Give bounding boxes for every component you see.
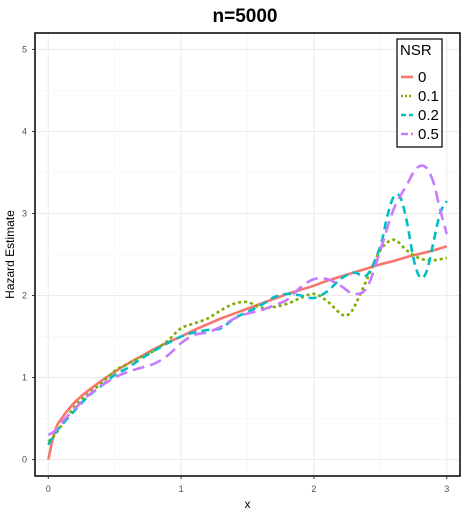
- series-lines: [47, 164, 448, 460]
- legend-label-0: 0: [418, 69, 426, 86]
- y-tick-label: 0: [22, 455, 27, 465]
- y-tick-label: 4: [22, 126, 27, 136]
- panel-border: [34, 32, 461, 477]
- series-line-0: [47, 245, 448, 460]
- grid: [35, 33, 460, 476]
- x-ticks: 0 1 2 3: [46, 476, 449, 494]
- x-tick-label: 0: [46, 484, 51, 494]
- y-ticks: 0 1 2 3 4 5: [22, 44, 35, 465]
- y-tick-label: 5: [22, 44, 27, 54]
- y-axis-label: Hazard Estimate: [3, 210, 17, 299]
- y-tick-label: 3: [22, 208, 27, 218]
- y-tick-label: 1: [22, 373, 27, 383]
- series-line-0.1: [47, 238, 447, 443]
- legend: NSR 0 0.1 0.2 0.5: [396, 38, 443, 148]
- legend-label-0.1: 0.1: [418, 88, 439, 105]
- legend-label-0.2: 0.2: [418, 107, 439, 124]
- x-tick-label: 1: [179, 484, 184, 494]
- series-line-0.5: [47, 164, 448, 437]
- x-tick-label: 3: [444, 484, 449, 494]
- legend-title: NSR: [400, 42, 432, 59]
- x-tick-label: 2: [311, 484, 316, 494]
- x-axis-label: x: [245, 497, 251, 511]
- series-line-0.2: [47, 192, 448, 446]
- chart-title: n=5000: [213, 6, 278, 27]
- y-tick-label: 2: [22, 291, 27, 301]
- legend-label-0.5: 0.5: [418, 126, 439, 143]
- legend-box: [396, 38, 443, 148]
